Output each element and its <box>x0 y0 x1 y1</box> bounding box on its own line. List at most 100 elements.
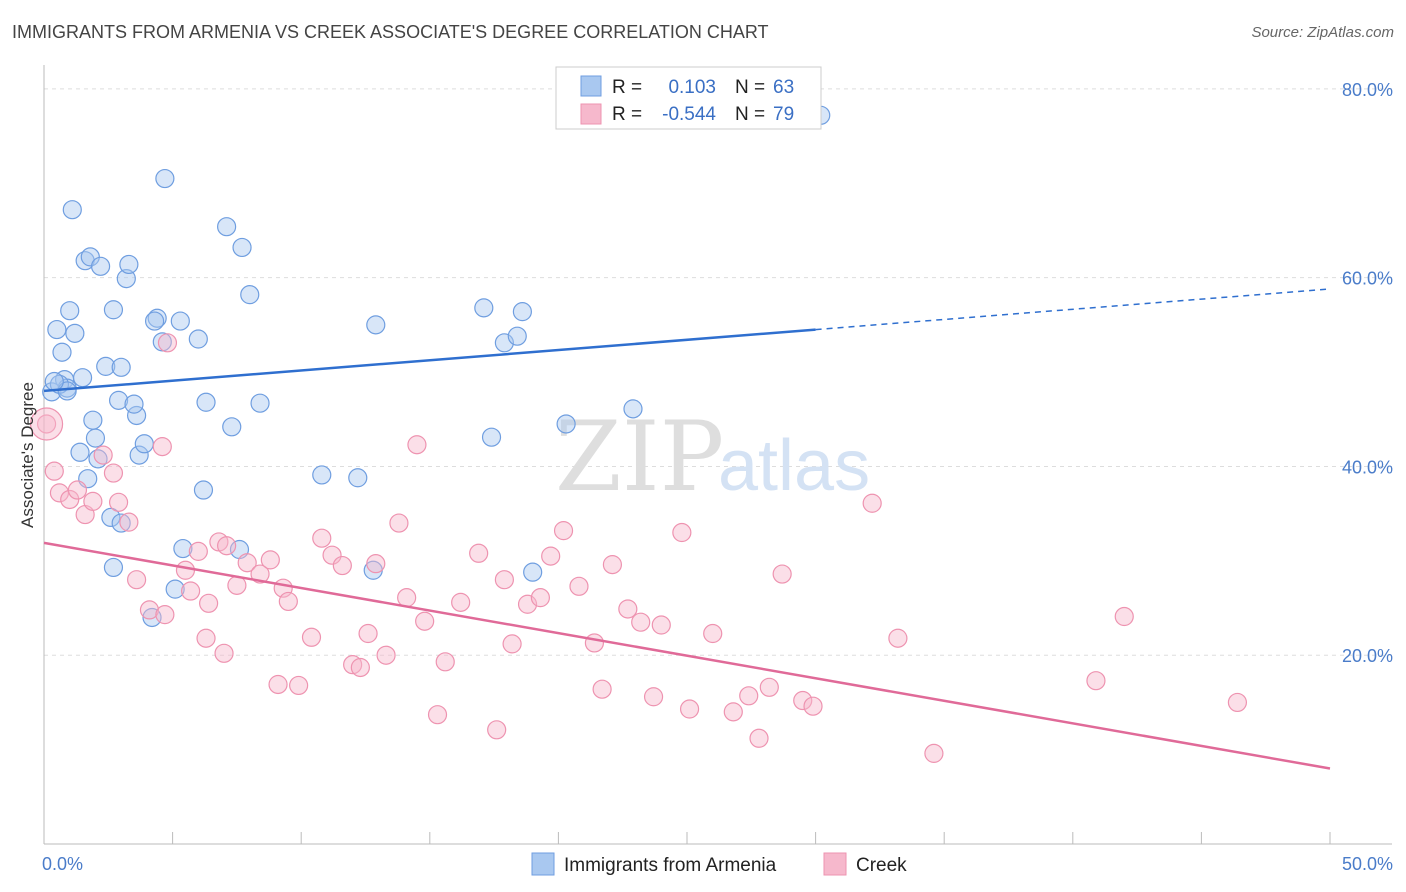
creek-point <box>723 702 743 722</box>
creek-point <box>651 615 671 635</box>
creek-point <box>703 623 723 644</box>
creek-point <box>366 554 386 574</box>
creek-point <box>126 570 147 590</box>
armenia-point <box>173 538 193 559</box>
creek-point <box>602 555 623 575</box>
armenia-point <box>103 557 124 578</box>
creek-point <box>389 513 409 533</box>
creek-point <box>301 627 322 647</box>
creek-point <box>407 435 427 455</box>
creek-point <box>44 461 64 481</box>
creek-point <box>175 560 196 580</box>
creek-point <box>108 492 129 512</box>
creek-point <box>592 679 612 699</box>
armenia-point <box>101 507 121 528</box>
creek-point <box>119 512 139 532</box>
creek-point <box>152 437 172 457</box>
legend-r-value: 0.103 <box>668 77 716 98</box>
creek-point <box>83 491 103 511</box>
armenia-point <box>507 326 527 346</box>
armenia-point <box>88 449 108 469</box>
creek-point <box>643 687 664 707</box>
creek-point <box>631 612 651 632</box>
creek-point <box>451 592 471 612</box>
creek-point <box>358 623 378 644</box>
armenia-point <box>65 323 85 343</box>
creek-point <box>541 546 561 566</box>
trend-lines <box>43 288 1331 770</box>
y-tick-label: 40.0% <box>1342 457 1393 477</box>
creek-point <box>759 677 779 697</box>
armenia-point <box>240 285 260 305</box>
creek-point <box>749 728 769 748</box>
series-legend-label-armenia: Immigrants from Armenia <box>564 855 777 876</box>
armenia-point <box>556 414 576 434</box>
armenia-point <box>366 315 386 335</box>
armenia-point <box>512 302 532 322</box>
legend-swatch-blue <box>580 75 602 97</box>
creek-point <box>93 445 113 465</box>
creek-point <box>618 599 638 619</box>
series-legend-label-creek: Creek <box>856 855 907 876</box>
series-legend-swatch-armenia <box>531 852 555 876</box>
creek-point <box>260 550 280 570</box>
creek-point <box>155 605 175 625</box>
creek-point <box>553 521 574 541</box>
watermark-atlas: atlas <box>718 426 870 506</box>
creek-point <box>487 720 507 740</box>
armenia-point <box>44 371 64 392</box>
stats-legend: R = 0.103 N = 63 R = -0.544 N = 79 <box>555 66 822 130</box>
armenia-point <box>52 342 72 362</box>
creek-point-large <box>29 407 64 441</box>
creek-point <box>1227 692 1248 713</box>
creek-point <box>278 591 298 612</box>
watermark-zip: ZIP <box>555 401 724 513</box>
armenia-point <box>188 329 208 349</box>
gridlines <box>44 88 1392 656</box>
armenia-point <box>111 357 131 377</box>
armenia-point <box>119 254 139 275</box>
creek-point <box>376 645 396 665</box>
armenia-point <box>85 428 106 448</box>
legend-swatch-pink <box>580 103 602 125</box>
legend-n-value: 63 <box>773 77 794 98</box>
legend-r-value: -0.544 <box>662 104 716 125</box>
creek-point <box>103 463 124 483</box>
watermark: ZIP atlas <box>555 401 870 513</box>
armenia-point <box>232 237 252 258</box>
legend-n-value: 79 <box>773 104 794 125</box>
series-legend: Immigrants from Armenia Creek <box>531 852 907 876</box>
legend-n-label: N = <box>735 77 765 98</box>
y-axis-title: Associate's Degree <box>18 382 37 528</box>
creek-point <box>530 588 550 608</box>
creek-point <box>772 564 792 584</box>
creek-point <box>289 675 309 696</box>
creek-point <box>469 543 489 563</box>
armenia-point <box>70 442 90 462</box>
y-tick-label: 60.0% <box>1342 269 1393 289</box>
creek-point <box>237 553 257 573</box>
armenia-point <box>196 392 216 412</box>
armenia-point <box>72 368 93 388</box>
chart-title: IMMIGRANTS FROM ARMENIA VS CREEK ASSOCIA… <box>12 22 769 42</box>
armenia-trend-line-projection <box>815 288 1331 331</box>
creek-point <box>739 686 759 706</box>
armenia-point <box>147 308 167 328</box>
x-tick-label: 0.0% <box>42 854 83 874</box>
armenia-point <box>111 513 131 533</box>
armenia-point <box>144 311 165 331</box>
creek-point <box>181 581 201 601</box>
creek-point <box>157 333 178 353</box>
creek-point <box>803 696 823 716</box>
creek-point <box>343 655 363 675</box>
armenia-point <box>62 200 82 220</box>
armenia-point <box>129 445 149 465</box>
armenia-point <box>623 399 643 419</box>
creek-point <box>415 611 435 631</box>
x-tick-labels: 0.0% 50.0% <box>42 854 1393 874</box>
armenia-point <box>250 393 270 413</box>
armenia-point <box>165 579 185 599</box>
legend-r-label: R = <box>612 77 642 98</box>
y-tick-label: 20.0% <box>1342 646 1393 666</box>
